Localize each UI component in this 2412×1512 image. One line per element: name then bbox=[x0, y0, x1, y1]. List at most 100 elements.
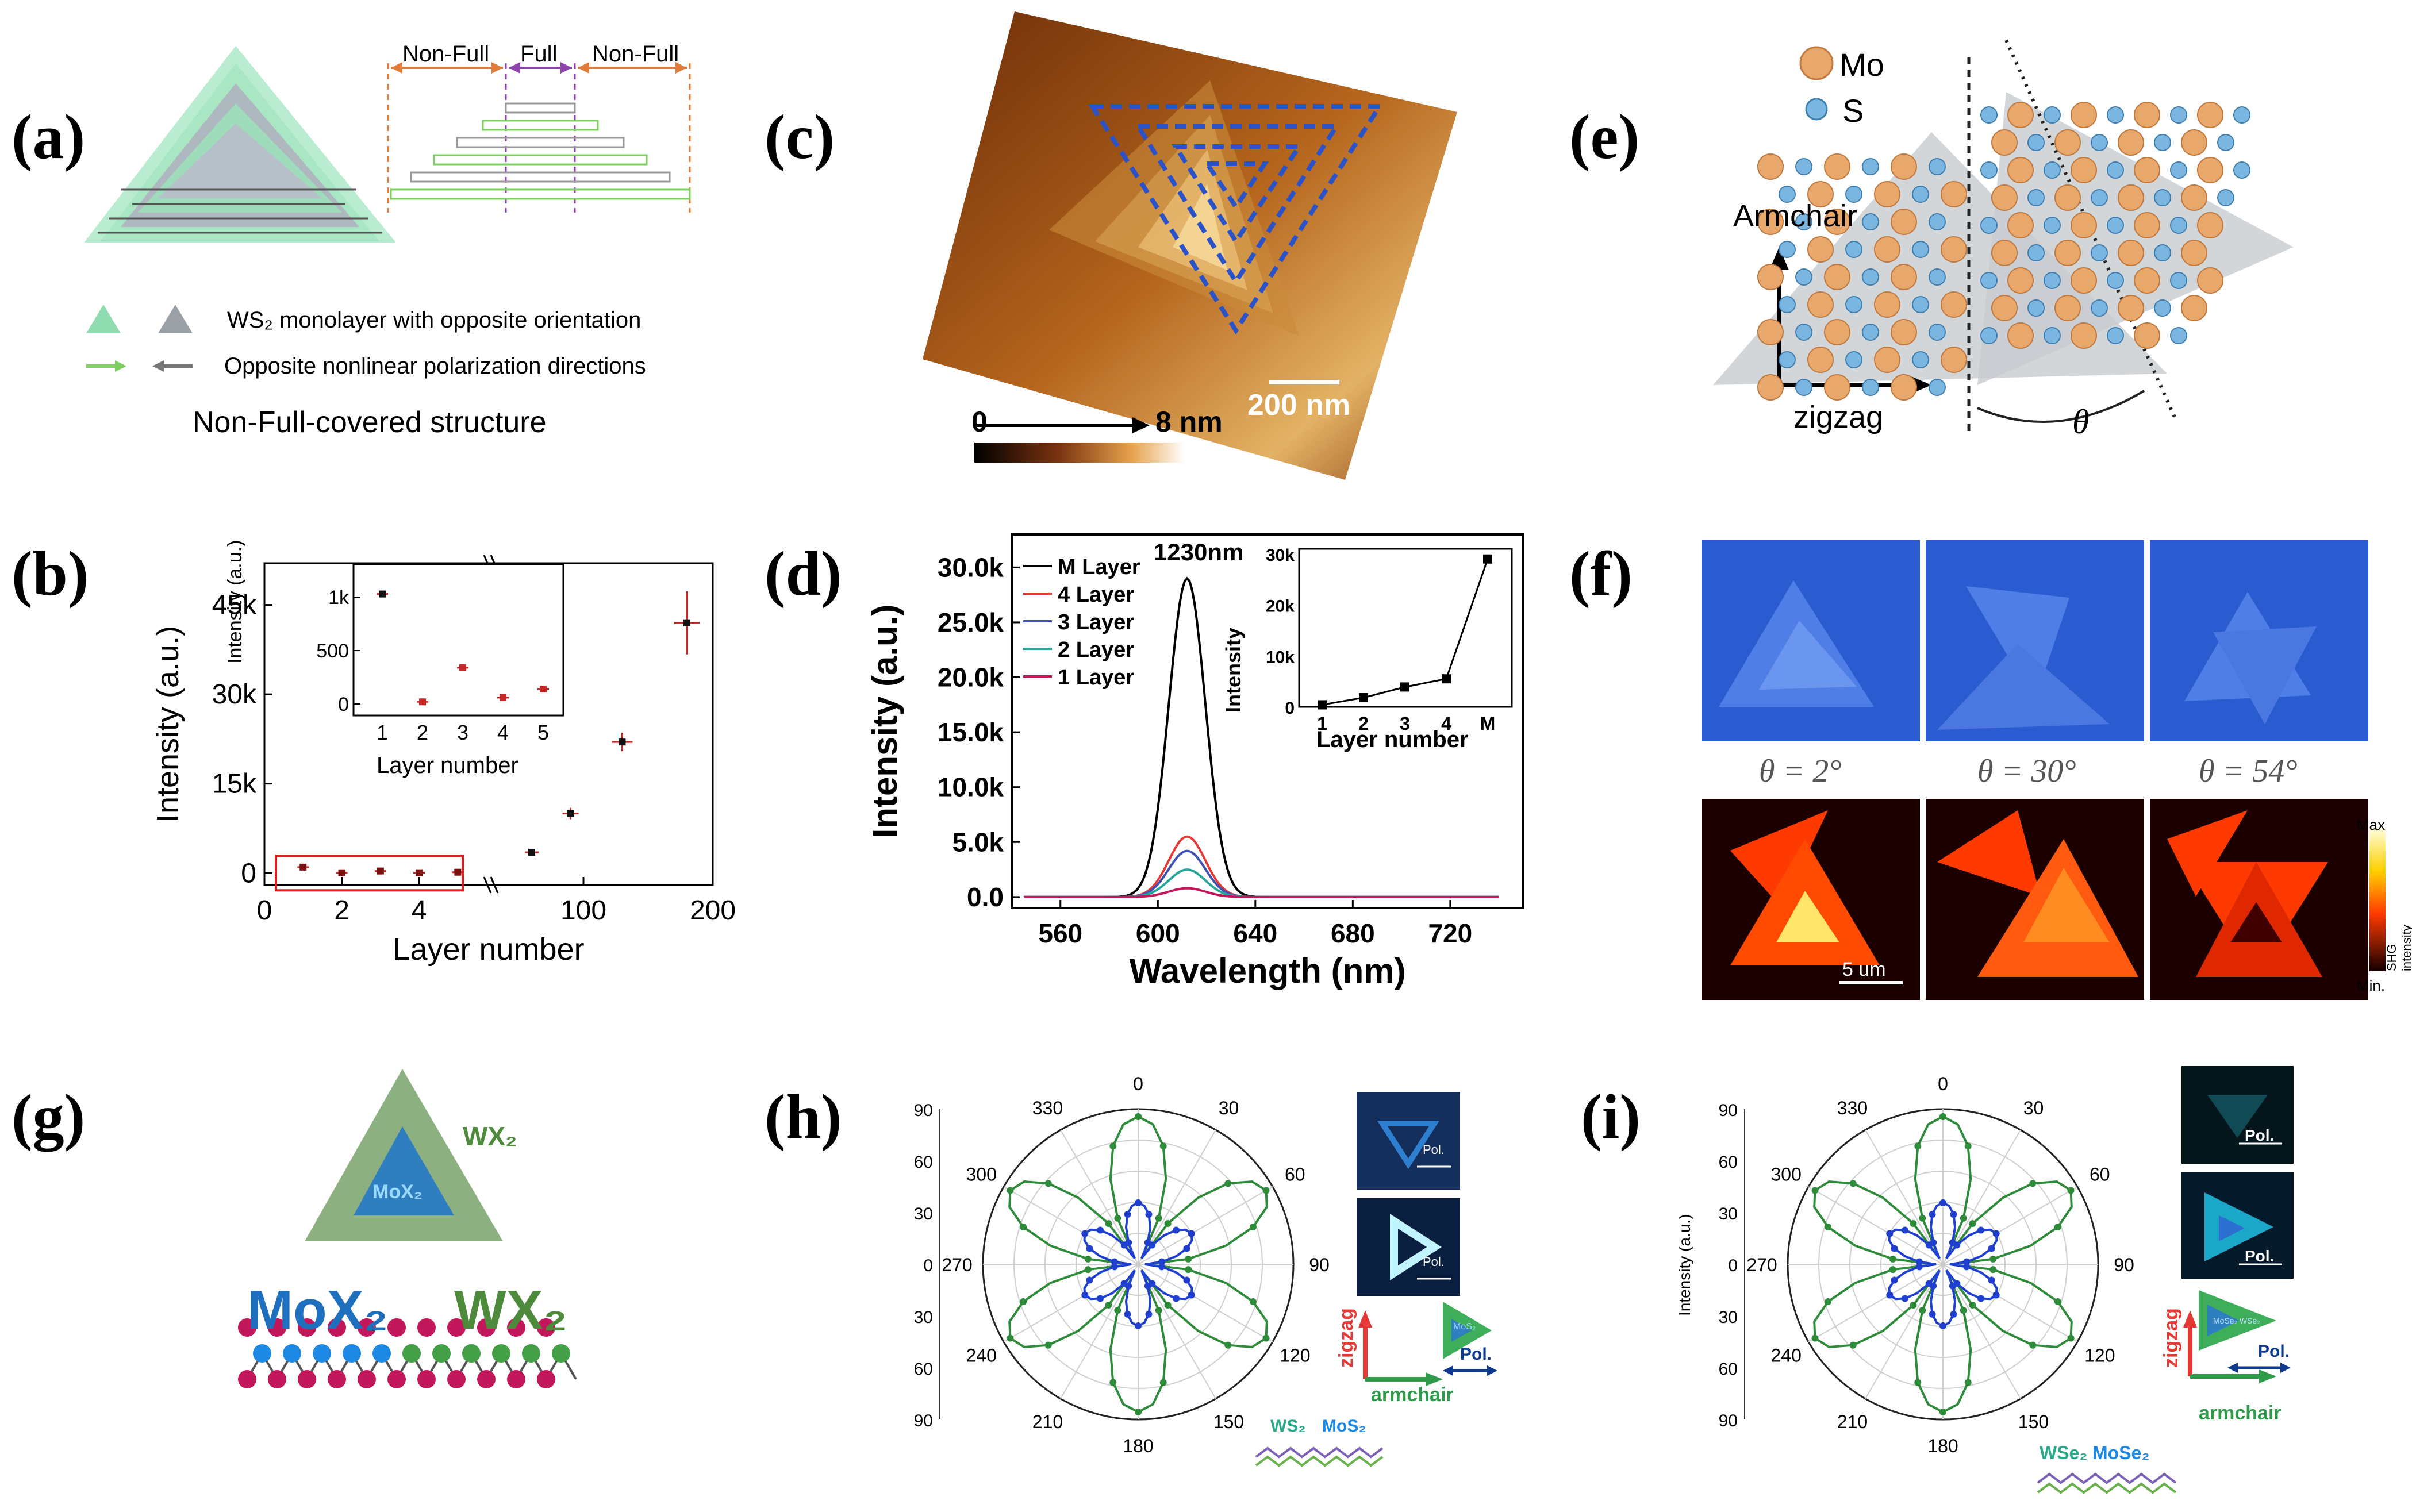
inset-data-point bbox=[540, 685, 547, 692]
panel-c-afm-image bbox=[923, 11, 1457, 480]
data-point bbox=[377, 867, 384, 875]
s-atom bbox=[1912, 186, 1929, 203]
chalcogen-atom bbox=[238, 1370, 256, 1388]
mo-atom bbox=[2071, 322, 2097, 349]
chalcogen-atom bbox=[328, 1318, 346, 1337]
s-atom bbox=[1980, 217, 1998, 234]
mo-atom bbox=[1941, 291, 1967, 318]
s-atom bbox=[1980, 272, 1998, 289]
metal-atom bbox=[432, 1344, 451, 1363]
inset-x-tick-label: 2 bbox=[1358, 713, 1369, 734]
x-tick-label: 2 bbox=[334, 895, 349, 926]
s-atom bbox=[2154, 134, 2171, 151]
inset-x-tick-label: 3 bbox=[457, 721, 468, 744]
s-atom bbox=[2027, 134, 2045, 151]
polar-angle-label: 300 bbox=[966, 1164, 997, 1185]
panel-f-angle-3: θ = 54° bbox=[2199, 753, 2298, 789]
panel-a-legend-orientation: WS₂ monolayer with opposite orientation bbox=[227, 307, 642, 333]
polar-spoke bbox=[1138, 1264, 1273, 1342]
panel-b-chart: 0 15k 30k 45k 0 2 4 100 200 Layer number Intensity… bbox=[151, 555, 736, 967]
panel-label-f: (f) bbox=[1569, 538, 1633, 609]
polar-data-point bbox=[1889, 1255, 1896, 1263]
metal-atom bbox=[372, 1344, 391, 1363]
s-atom bbox=[1795, 324, 1812, 341]
polar-data-point bbox=[1084, 1266, 1092, 1274]
polar-data-point bbox=[1185, 1266, 1192, 1274]
mo-atom bbox=[2054, 240, 2081, 266]
mo-atom bbox=[1941, 236, 1967, 263]
polar-data-point bbox=[1914, 1142, 1922, 1150]
polar-data-point bbox=[1953, 1241, 1961, 1249]
spectrum-line bbox=[1024, 887, 1499, 898]
panel-i-ylabel: Intensity (a.u.) bbox=[1676, 1214, 1693, 1316]
s-atom bbox=[1845, 351, 1862, 368]
mo-atom bbox=[2118, 240, 2144, 266]
mo-atom bbox=[1807, 291, 1834, 318]
polar-data-point bbox=[1120, 1280, 1128, 1287]
polar-data-point bbox=[1901, 1226, 1908, 1234]
polar-data-point bbox=[1939, 1113, 1946, 1120]
polar-data-point bbox=[1183, 1276, 1190, 1284]
mo-atom bbox=[1891, 374, 1917, 401]
panel-label-a: (a) bbox=[11, 102, 86, 172]
polar-data-point bbox=[1105, 1220, 1112, 1228]
polar-data-point bbox=[1124, 1211, 1131, 1218]
polar-data-point bbox=[1086, 1276, 1093, 1284]
s-atom bbox=[1912, 296, 1929, 313]
inset-y-tick-label: 0 bbox=[338, 694, 349, 715]
chalcogen-atom bbox=[417, 1370, 436, 1388]
polar-data-point bbox=[1145, 1211, 1153, 1218]
polar-spoke bbox=[1003, 1264, 1139, 1342]
polar-data-point bbox=[1849, 1180, 1857, 1187]
axis-break-bottom-1 bbox=[483, 876, 492, 894]
polar-data-point bbox=[1164, 1220, 1172, 1228]
chalcogen-atom bbox=[238, 1318, 256, 1337]
polar-data-point bbox=[1901, 1295, 1908, 1302]
mo-atom bbox=[2007, 102, 2034, 128]
chalcogen-atom bbox=[298, 1370, 316, 1388]
mo-atom bbox=[2118, 184, 2144, 211]
polar-data-point bbox=[1081, 1230, 1089, 1237]
polar-data-point bbox=[1825, 1298, 1832, 1305]
polar-data-point bbox=[1915, 1258, 1923, 1265]
panel-i-pol-label-3: Pol. bbox=[2258, 1342, 2290, 1361]
polar-data-point bbox=[1111, 1258, 1118, 1265]
radial-tick-label: 90 bbox=[1719, 1101, 1738, 1120]
polar-data-point bbox=[1105, 1301, 1112, 1309]
s-atom bbox=[1912, 241, 1929, 258]
s-atom bbox=[2044, 106, 2061, 124]
inset-frame bbox=[352, 563, 564, 717]
s-atom bbox=[1980, 327, 1998, 344]
y-axis-label: Intensity (a.u.) bbox=[151, 626, 185, 822]
mo-atom bbox=[2071, 212, 2097, 238]
mo-atom bbox=[1991, 240, 2018, 266]
panel-f-colorbar-max: Max bbox=[2357, 816, 2386, 833]
y-tick-label: 25.0k bbox=[938, 607, 1004, 637]
polar-data-point bbox=[1185, 1255, 1192, 1263]
mo-atom bbox=[2181, 184, 2207, 211]
polar-data-point bbox=[1992, 1230, 2000, 1237]
panel-h-pol-label-2: Pol. bbox=[1423, 1255, 1445, 1269]
polar-data-point bbox=[1086, 1245, 1093, 1252]
s-atom bbox=[2107, 272, 2124, 289]
polar-data-point bbox=[1149, 1241, 1156, 1249]
inset-y-tick-label: 1k bbox=[328, 587, 349, 609]
inset-x-tick-label: 4 bbox=[497, 721, 509, 744]
s-atom bbox=[1862, 379, 1879, 396]
mo-atom bbox=[1824, 209, 1850, 235]
mo-atom bbox=[1891, 264, 1917, 290]
x-tick-label: 640 bbox=[1233, 918, 1277, 948]
panel-label-d: (d) bbox=[765, 538, 842, 609]
panel-c-colorbar-min: 0 bbox=[971, 406, 988, 438]
metal-atom bbox=[283, 1344, 301, 1363]
spectrum-line bbox=[1024, 849, 1499, 898]
mo-atom bbox=[1757, 153, 1784, 180]
x-tick-label: 720 bbox=[1428, 918, 1472, 948]
mo-atom bbox=[1874, 347, 1900, 373]
panel-i-pol-label-1: Pol. bbox=[2245, 1126, 2275, 1144]
y-tick-label: 10.0k bbox=[938, 772, 1004, 802]
panel-i-zigzag-label: zigzag bbox=[2160, 1308, 2182, 1368]
polar-data-point bbox=[1988, 1245, 1995, 1252]
s-atom bbox=[1845, 296, 1862, 313]
mo-atom bbox=[1891, 153, 1917, 180]
